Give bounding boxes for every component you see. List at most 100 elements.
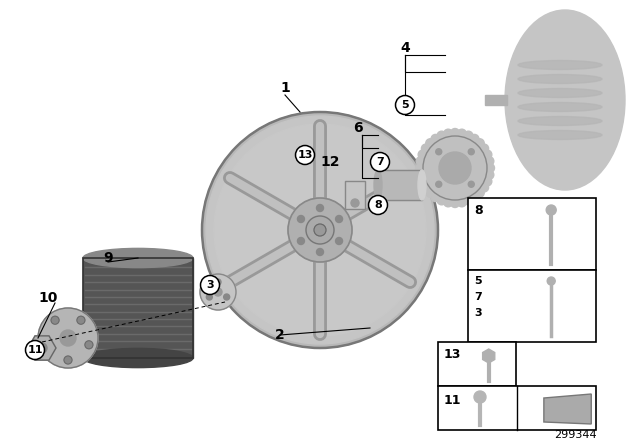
Text: 9: 9 (103, 251, 113, 265)
Circle shape (37, 343, 47, 353)
Ellipse shape (83, 248, 193, 267)
Circle shape (418, 177, 427, 186)
Text: 3: 3 (206, 280, 214, 290)
Circle shape (546, 205, 556, 215)
Circle shape (317, 204, 323, 211)
Circle shape (60, 330, 76, 346)
Ellipse shape (518, 74, 602, 83)
Circle shape (479, 144, 488, 153)
Circle shape (479, 183, 488, 192)
Circle shape (421, 144, 430, 153)
Circle shape (51, 316, 59, 324)
Circle shape (464, 131, 473, 140)
Circle shape (468, 181, 474, 187)
Circle shape (298, 215, 305, 223)
Text: 2: 2 (275, 328, 285, 342)
Circle shape (200, 274, 236, 310)
Text: 299344: 299344 (554, 430, 596, 440)
Circle shape (200, 276, 220, 294)
Circle shape (306, 216, 334, 244)
Circle shape (317, 249, 323, 255)
Circle shape (26, 340, 45, 359)
Text: 5: 5 (474, 276, 482, 286)
Text: 1: 1 (280, 81, 290, 95)
Circle shape (458, 198, 467, 207)
Circle shape (470, 134, 479, 143)
Text: 7: 7 (376, 157, 384, 167)
Circle shape (444, 198, 452, 207)
Bar (83, 258, 193, 358)
Circle shape (38, 308, 98, 368)
Text: 11: 11 (444, 394, 461, 407)
Ellipse shape (518, 60, 602, 69)
Circle shape (476, 188, 484, 197)
Ellipse shape (83, 349, 193, 368)
Circle shape (483, 150, 492, 159)
Polygon shape (544, 394, 591, 424)
Circle shape (351, 199, 359, 207)
Circle shape (439, 152, 471, 184)
Circle shape (431, 193, 440, 202)
Bar (345, 181, 365, 209)
Circle shape (314, 224, 326, 236)
Circle shape (474, 391, 486, 403)
Text: 8: 8 (474, 204, 483, 217)
Circle shape (416, 157, 425, 166)
Bar (468, 270, 596, 342)
Circle shape (296, 146, 314, 164)
Text: 7: 7 (474, 292, 482, 302)
Circle shape (206, 116, 434, 344)
Circle shape (444, 129, 452, 138)
Text: 5: 5 (401, 100, 409, 110)
Circle shape (431, 134, 440, 143)
Ellipse shape (505, 10, 625, 190)
Circle shape (420, 133, 490, 203)
Text: 11: 11 (28, 345, 43, 355)
Circle shape (470, 193, 479, 202)
Circle shape (335, 215, 342, 223)
Ellipse shape (518, 130, 602, 139)
Circle shape (436, 149, 442, 155)
Circle shape (476, 139, 484, 148)
Ellipse shape (374, 170, 382, 200)
Bar (438, 386, 596, 430)
Circle shape (451, 129, 460, 138)
Circle shape (486, 164, 495, 172)
Circle shape (483, 177, 492, 186)
Circle shape (415, 164, 424, 172)
Circle shape (223, 294, 230, 300)
Text: 8: 8 (374, 200, 382, 210)
Circle shape (418, 150, 427, 159)
Bar (468, 198, 596, 270)
Circle shape (335, 237, 342, 245)
Circle shape (547, 277, 556, 285)
Text: 12: 12 (320, 155, 340, 169)
Circle shape (464, 196, 473, 205)
Circle shape (214, 124, 426, 336)
Text: 3: 3 (474, 308, 482, 318)
Ellipse shape (518, 89, 602, 98)
Circle shape (288, 198, 352, 262)
Circle shape (458, 129, 467, 138)
Circle shape (396, 95, 415, 115)
Text: 13: 13 (444, 348, 461, 361)
Text: 6: 6 (353, 121, 363, 135)
Ellipse shape (518, 116, 602, 125)
Circle shape (485, 170, 494, 179)
Bar (83, 258, 193, 358)
Circle shape (485, 157, 494, 166)
Bar (378, 170, 422, 200)
Circle shape (206, 294, 212, 300)
Circle shape (85, 341, 93, 349)
Ellipse shape (518, 103, 602, 112)
Circle shape (77, 316, 85, 324)
Circle shape (437, 196, 446, 205)
Circle shape (64, 356, 72, 364)
Circle shape (298, 237, 305, 245)
Circle shape (214, 288, 222, 296)
Circle shape (202, 112, 438, 348)
Circle shape (416, 170, 425, 179)
Bar (438, 342, 516, 386)
Text: 13: 13 (298, 150, 313, 160)
Circle shape (421, 183, 430, 192)
